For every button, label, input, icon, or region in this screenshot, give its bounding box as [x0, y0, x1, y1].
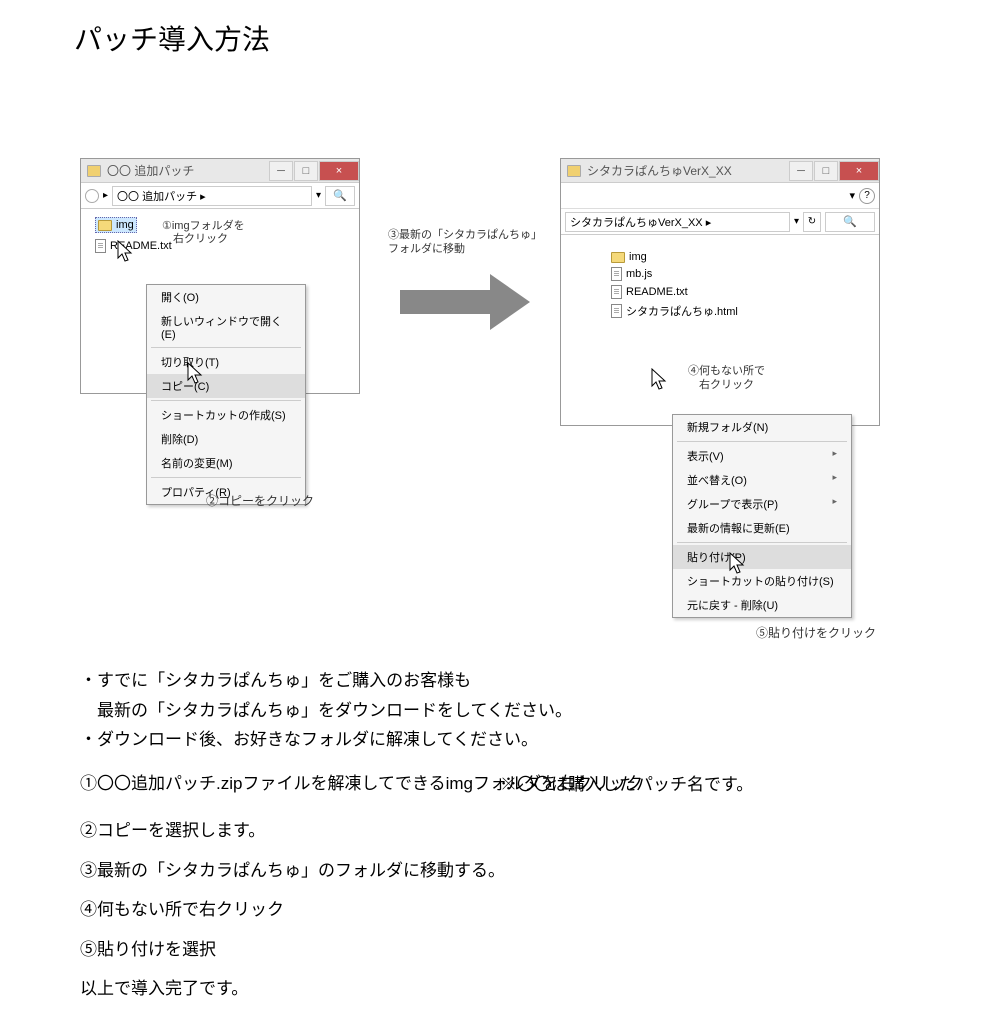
path-field[interactable]: 〇〇 追加パッチ ▸: [112, 186, 312, 206]
text-file-icon: [611, 285, 622, 299]
instr-step2: ②コピーを選択します。: [80, 818, 643, 844]
window-title: 〇〇 追加パッチ: [107, 162, 268, 179]
menu-delete[interactable]: 削除(D): [147, 427, 305, 451]
address-bar: ▸ 〇〇 追加パッチ ▸ ▾ 🔍: [81, 183, 359, 209]
file-label: mb.js: [626, 268, 652, 280]
folder-img[interactable]: img: [611, 249, 869, 265]
menu-shortcut[interactable]: ショートカットの作成(S): [147, 403, 305, 427]
search-box[interactable]: 🔍: [825, 212, 875, 232]
instr-step3: ③最新の「シタカラぱんちゅ」のフォルダに移動する。: [80, 858, 643, 884]
menu-copy[interactable]: コピー(C): [147, 374, 305, 398]
instr-step5: ⑤貼り付けを選択: [80, 937, 643, 963]
window-title: シタカラぱんちゅVerX_XX: [587, 162, 788, 179]
instr-bullet2: ・ダウンロード後、お好きなフォルダに解凍してください。: [80, 727, 643, 753]
page-title: パッチ導入方法: [74, 18, 270, 58]
maximize-button[interactable]: □: [294, 161, 318, 181]
dropdown-icon[interactable]: ▾: [849, 189, 855, 202]
folder-icon: [98, 220, 112, 231]
file-mbjs[interactable]: mb.js: [611, 265, 869, 283]
file-html[interactable]: シタカラぱんちゅ.html: [611, 301, 869, 321]
menu-new-folder[interactable]: 新規フォルダ(N): [673, 415, 851, 439]
caption-step2: ②コピーをクリック: [206, 492, 314, 509]
menu-open[interactable]: 開く(O): [147, 285, 305, 309]
menu-view[interactable]: 表示(V): [673, 444, 851, 468]
minimize-button[interactable]: ─: [269, 161, 293, 181]
menu-sort[interactable]: 並べ替え(O): [673, 468, 851, 492]
context-menu-paste[interactable]: 新規フォルダ(N) 表示(V) 並べ替え(O) グループで表示(P) 最新の情報…: [672, 414, 852, 618]
menu-paste-shortcut[interactable]: ショートカットの貼り付け(S): [673, 569, 851, 593]
annotation-step3: ③最新の「シタカラぱんちゅ」フォルダに移動: [388, 228, 542, 257]
address-bar: シタカラぱんちゅVerX_XX ▸ ▾ ↻ 🔍: [561, 209, 879, 235]
help-button[interactable]: ?: [859, 188, 875, 204]
cursor-icon: [186, 362, 206, 393]
file-label: img: [629, 251, 647, 263]
cursor-icon: [728, 552, 748, 583]
titlebar: シタカラぱんちゅVerX_XX ─ □ ×: [561, 159, 879, 183]
menu-rename[interactable]: 名前の変更(M): [147, 451, 305, 475]
arrow-icon: [400, 274, 530, 335]
html-file-icon: [611, 304, 622, 318]
cursor-icon: [116, 240, 136, 271]
annotation-step1: ①imgフォルダを 右クリック: [162, 220, 245, 246]
file-label: シタカラぱんちゅ.html: [626, 303, 738, 319]
maximize-button[interactable]: □: [814, 161, 838, 181]
caption-step5: ⑤貼り付けをクリック: [756, 624, 876, 641]
text-file-icon: [95, 239, 106, 253]
instr-bullet1b: 最新の「シタカラぱんちゅ」をダウンロードをしてください。: [80, 698, 643, 724]
refresh-button[interactable]: ↻: [803, 212, 821, 232]
annotation-step4: ④何もない所で 右クリック: [688, 364, 765, 393]
instr-end: 以上で導入完了です。: [80, 976, 643, 1002]
folder-icon: [87, 165, 101, 177]
back-button[interactable]: [85, 189, 99, 203]
file-label: README.txt: [626, 286, 688, 298]
instr-bullet1a: ・すでに「シタカラぱんちゅ」をご購入のお客様も: [80, 668, 643, 694]
menu-refresh[interactable]: 最新の情報に更新(E): [673, 516, 851, 540]
file-label: img: [116, 219, 134, 231]
close-button[interactable]: ×: [319, 161, 359, 181]
menu-paste[interactable]: 貼り付け(P): [673, 545, 851, 569]
context-menu-copy[interactable]: 開く(O) 新しいウィンドウで開く(E) 切り取り(T) コピー(C) ショート…: [146, 284, 306, 505]
file-list[interactable]: img mb.js README.txt シタカラぱんちゅ.html: [561, 235, 879, 425]
minimize-button[interactable]: ─: [789, 161, 813, 181]
path-field[interactable]: シタカラぱんちゅVerX_XX ▸: [565, 212, 790, 232]
forward-arrow-icon: ▸: [103, 190, 108, 201]
menu-undo[interactable]: 元に戻す - 削除(U): [673, 593, 851, 617]
folder-icon: [567, 165, 581, 177]
titlebar: 〇〇 追加パッチ ─ □ ×: [81, 159, 359, 183]
cursor-icon: [650, 368, 670, 399]
file-readme[interactable]: README.txt: [611, 283, 869, 301]
folder-icon: [611, 252, 625, 263]
js-file-icon: [611, 267, 622, 281]
instr-note: ※〇〇は購入したパッチ名です。: [500, 770, 753, 795]
menu-new-window[interactable]: 新しいウィンドウで開く(E): [147, 309, 305, 345]
search-box[interactable]: 🔍: [325, 186, 355, 206]
close-button[interactable]: ×: [839, 161, 879, 181]
instr-step4: ④何もない所で右クリック: [80, 897, 643, 923]
folder-img[interactable]: img: [95, 217, 137, 233]
toolbar: ▾ ?: [561, 183, 879, 209]
dropdown-icon[interactable]: ▾: [794, 216, 799, 227]
menu-cut[interactable]: 切り取り(T): [147, 350, 305, 374]
menu-group[interactable]: グループで表示(P): [673, 492, 851, 516]
dropdown-icon[interactable]: ▾: [316, 190, 321, 201]
instructions: ・すでに「シタカラぱんちゅ」をご購入のお客様も 最新の「シタカラぱんちゅ」をダウ…: [80, 668, 643, 1016]
